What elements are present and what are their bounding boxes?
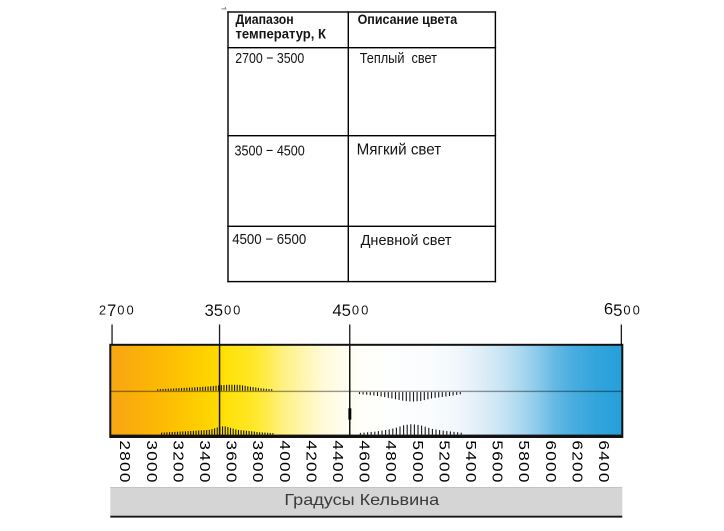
svg-text:0: 0	[126, 302, 133, 317]
svg-text:4800: 4800	[383, 440, 399, 482]
svg-text:4: 4	[332, 301, 341, 320]
svg-text:3600: 3600	[223, 440, 239, 482]
svg-text:4400: 4400	[329, 440, 345, 482]
svg-text:3000: 3000	[143, 440, 159, 482]
svg-text:0: 0	[224, 302, 231, 317]
svg-text:7: 7	[107, 301, 116, 320]
svg-text:0: 0	[352, 302, 359, 317]
svg-text:Теплый свет: Теплый свет	[360, 51, 438, 67]
svg-text:2800: 2800	[117, 440, 133, 482]
svg-text:5400: 5400	[462, 440, 478, 482]
svg-text:0: 0	[117, 302, 124, 317]
svg-text:Описание цвета: Описание цвета	[358, 12, 458, 27]
svg-text:0: 0	[633, 302, 640, 317]
svg-text:Дневной свет: Дневной свет	[361, 232, 452, 249]
svg-text:6400: 6400	[595, 440, 611, 482]
svg-text:Градусы Кельвина: Градусы Кельвина	[284, 492, 439, 509]
svg-text:температур, К: температур, К	[236, 27, 327, 42]
svg-text:6000: 6000	[542, 440, 558, 482]
svg-text:4200: 4200	[303, 440, 319, 482]
svg-text:Диапазон: Диапазон	[236, 12, 294, 27]
svg-text:3: 3	[205, 301, 214, 320]
svg-text:5200: 5200	[436, 440, 452, 482]
svg-text:0: 0	[623, 302, 630, 317]
svg-text:3400: 3400	[196, 440, 212, 482]
svg-text:0: 0	[233, 302, 240, 317]
svg-text:2: 2	[99, 302, 106, 317]
svg-text:5600: 5600	[489, 440, 505, 482]
svg-text:5800: 5800	[516, 440, 532, 482]
svg-text:3500 − 4500: 3500 − 4500	[235, 143, 305, 160]
svg-text:4600: 4600	[356, 440, 372, 482]
svg-text:4500 − 6500: 4500 − 6500	[232, 232, 306, 248]
svg-text:5: 5	[342, 301, 351, 320]
svg-text:2700 − 3500: 2700 − 3500	[235, 50, 304, 67]
svg-text:5: 5	[613, 301, 622, 320]
svg-text:4000: 4000	[276, 440, 292, 482]
svg-text:5000: 5000	[409, 440, 425, 482]
svg-text:3800: 3800	[250, 440, 266, 482]
svg-text:0: 0	[361, 302, 368, 317]
svg-text:3200: 3200	[170, 440, 186, 482]
svg-text:Мягкий свет: Мягкий свет	[357, 140, 442, 158]
svg-text:6: 6	[604, 299, 613, 318]
svg-text:6200: 6200	[569, 440, 585, 482]
svg-text:5: 5	[214, 301, 223, 320]
